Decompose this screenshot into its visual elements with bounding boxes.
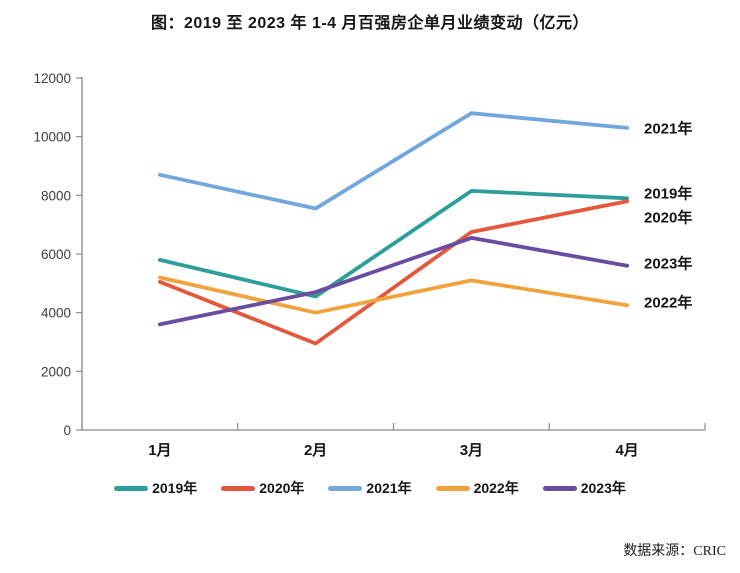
series-end-label-2019年: 2019年 xyxy=(644,184,692,202)
line-2022年 xyxy=(157,275,630,315)
legend-item-2019年: 2019年 xyxy=(114,478,197,498)
y-axis-tick-label: 0 xyxy=(63,423,71,438)
series-end-label-2020年: 2020年 xyxy=(644,209,692,227)
data-source-caption: 数据来源：CRIC xyxy=(623,544,726,559)
legend-swatch-icon xyxy=(435,485,470,491)
y-axis-tick-label: 6000 xyxy=(41,247,71,262)
x-axis-label: 3月 xyxy=(460,442,483,459)
legend-swatch-icon xyxy=(542,485,577,491)
line-2021年 xyxy=(157,111,630,211)
chart-title: 图：2019 至 2023 年 1-4 月百强房企单月业绩变动（亿元） xyxy=(150,15,590,32)
legend-swatch-icon xyxy=(221,485,256,491)
legend-item-2023年: 2023年 xyxy=(542,478,626,498)
line-2019年 xyxy=(157,188,630,299)
legend-label: 2021年 xyxy=(366,480,412,496)
y-axis-tick-label: 10000 xyxy=(33,130,71,145)
x-axis-label: 2月 xyxy=(304,442,327,459)
y-axis-tick-label: 12000 xyxy=(33,71,71,86)
legend-label: 2020年 xyxy=(259,480,305,496)
legend-label: 2023年 xyxy=(580,480,626,496)
series-end-label-2021年: 2021年 xyxy=(644,119,692,137)
x-axis-label: 4月 xyxy=(615,442,638,459)
line-2023年 xyxy=(157,235,630,327)
legend-swatch-icon xyxy=(328,485,363,491)
legend-item-2022年: 2022年 xyxy=(435,478,519,498)
legend-label: 2022年 xyxy=(473,480,519,496)
y-axis-tick-label: 2000 xyxy=(41,364,71,379)
legend-item-2020年: 2020年 xyxy=(221,478,304,498)
y-axis-tick-label: 4000 xyxy=(41,306,71,321)
chart-legend: 2019年 2020年 2021年 2022年 2023年 xyxy=(0,478,740,498)
line-2020年 xyxy=(157,199,630,346)
legend-label: 2019年 xyxy=(152,480,198,496)
series-end-label-2022年: 2022年 xyxy=(644,294,692,312)
legend-swatch-icon xyxy=(114,485,149,491)
series-end-label-2023年: 2023年 xyxy=(644,255,692,273)
x-axis-label: 1月 xyxy=(148,442,171,459)
y-axis-tick-label: 8000 xyxy=(41,188,71,203)
legend-item-2021年: 2021年 xyxy=(328,478,412,498)
